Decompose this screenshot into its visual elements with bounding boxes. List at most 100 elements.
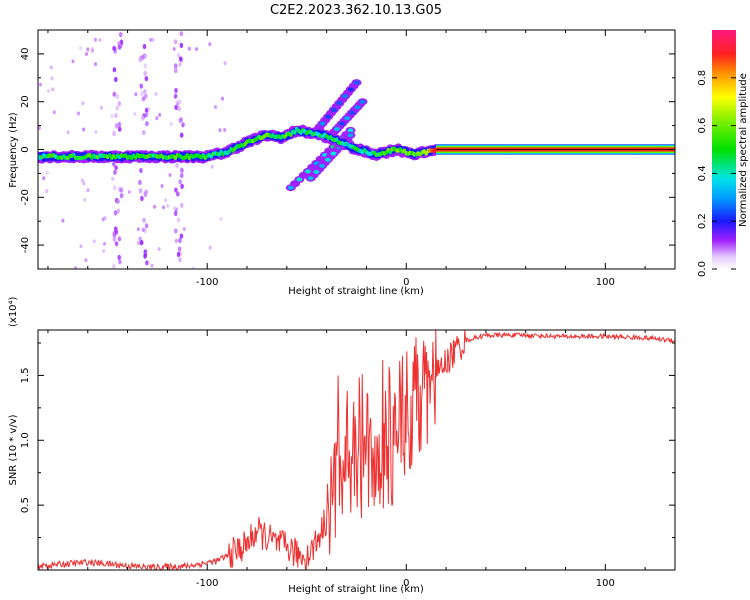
noise-speckle: [127, 190, 131, 194]
branch-blob: [333, 127, 340, 131]
colorbar-ticks: 0.0 0.2 0.4 0.6 0.8: [697, 70, 736, 277]
y-tick-label: 0: [20, 146, 31, 152]
noise-speckle: [181, 122, 185, 128]
branch-blob: [304, 169, 311, 174]
noise-speckle: [178, 62, 182, 67]
noise-speckle: [178, 237, 182, 244]
noise-speckle: [134, 92, 138, 97]
ridge-core: [293, 130, 297, 135]
noise-speckle: [180, 202, 184, 208]
colorbar-tick-label: 0.2: [697, 213, 708, 229]
noise-speckle: [113, 169, 117, 175]
noise-speckle: [103, 241, 106, 246]
noise-speckle: [94, 62, 98, 67]
noise-speckle: [210, 164, 214, 169]
noise-speckle: [177, 246, 182, 252]
branch-blob: [354, 105, 361, 110]
x-tick-label: 100: [596, 578, 615, 589]
noise-speckle: [140, 195, 144, 202]
y-tick-label: 20: [20, 95, 31, 108]
branch-blob: [347, 128, 354, 133]
noise-speckle: [176, 102, 180, 107]
colorbar-tick-label: 0.8: [697, 70, 708, 86]
noise-speckle: [195, 47, 198, 52]
branch-blob: [307, 176, 314, 181]
noise-speckle: [92, 239, 96, 244]
noise-speckle: [98, 38, 102, 42]
noise-speckle: [214, 105, 217, 109]
noise-speckle: [174, 238, 178, 243]
branch-blob: [342, 94, 349, 99]
noise-speckle: [117, 101, 122, 107]
noise-speckle: [174, 228, 178, 234]
noise-speckle: [42, 176, 46, 181]
noise-speckle: [219, 217, 223, 222]
noise-speckle: [143, 89, 147, 95]
noise-speckle: [112, 45, 116, 52]
noise-speckle: [47, 89, 50, 93]
noise-speckle: [50, 76, 54, 81]
noise-speckle: [180, 183, 184, 189]
snr-xlabel: Height of straight line (km): [288, 584, 424, 595]
y-tick-label: -20: [20, 189, 31, 205]
noise-speckle: [93, 37, 97, 42]
noise-speckle: [117, 236, 122, 242]
noise-speckle: [143, 53, 147, 59]
noise-speckle: [177, 106, 181, 112]
noise-speckle: [141, 115, 145, 121]
noise-speckle: [114, 165, 118, 171]
noise-speckle: [144, 76, 149, 82]
noise-speckle: [71, 59, 75, 64]
noise-speckle: [79, 244, 83, 249]
noise-speckle: [94, 129, 98, 134]
branch-blob: [347, 133, 354, 138]
noise-speckle: [102, 249, 106, 253]
noise-speckle: [138, 188, 143, 194]
branch-blob: [344, 116, 351, 121]
noise-speckle: [147, 106, 151, 111]
noise-speckle: [49, 65, 53, 70]
noise-speckle: [84, 258, 88, 263]
branch-blob: [336, 101, 343, 106]
noise-speckle: [151, 37, 155, 42]
noise-speckle: [144, 223, 149, 229]
noise-speckle: [142, 217, 146, 223]
noise-speckle: [223, 128, 227, 132]
noise-speckle: [166, 203, 170, 208]
x-tick-label: -100: [196, 277, 219, 288]
noise-speckle: [164, 198, 168, 203]
noise-speckle: [76, 111, 80, 116]
noise-speckle: [86, 188, 90, 193]
noise-speckle: [140, 91, 144, 97]
noise-speckle: [175, 162, 179, 168]
noise-speckle: [119, 193, 124, 199]
colorbar: 0.0 0.2 0.4 0.6 0.8 Normalized spectral ampl…: [697, 30, 749, 277]
noise-speckle: [82, 127, 86, 132]
noise-speckle: [52, 110, 56, 115]
noise-speckle: [208, 42, 212, 47]
noise-speckle: [113, 185, 117, 191]
spectrogram-ylabel: Frequency (Hz): [8, 112, 19, 188]
noise-speckle: [114, 241, 119, 247]
noise-speckle: [38, 126, 41, 131]
noise-speckle: [178, 179, 182, 185]
noise-speckle: [223, 61, 227, 66]
noise-speckle: [112, 236, 117, 242]
colorbar-label: Normalized spectral amplitude: [738, 73, 749, 227]
noise-speckle: [136, 227, 140, 232]
snr-ylabel: SNR (10 * v/v): [8, 414, 19, 485]
noise-speckle: [139, 240, 144, 246]
noise-speckle: [114, 112, 118, 119]
noise-speckle: [178, 257, 182, 263]
noise-speckle: [45, 189, 49, 194]
noise-speckle: [172, 47, 176, 51]
noise-speckle: [157, 247, 161, 252]
noise-speckle: [174, 87, 178, 94]
noise-speckle: [176, 52, 181, 59]
x-tick-label: 0: [403, 578, 409, 589]
noise-speckle: [86, 47, 90, 52]
spectrogram-xlabel: Height of straight line (km): [288, 286, 424, 297]
colorbar-bar: [712, 30, 736, 269]
snr-plot: [38, 330, 675, 570]
noise-speckle: [173, 210, 178, 217]
